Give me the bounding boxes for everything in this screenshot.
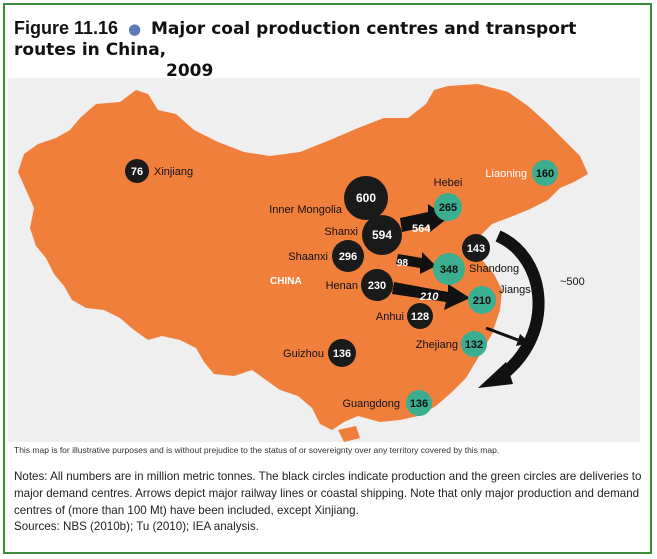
demand-name: Guangdong	[343, 398, 401, 410]
production-shaanxi: 296 Shaanxi	[288, 240, 364, 272]
demand-name: Zhejiang	[416, 339, 458, 351]
production-name: Xinjiang	[154, 166, 193, 178]
production-inner-mongolia: 600 Inner Mongolia	[269, 176, 388, 220]
title-bullet-icon: ●	[127, 20, 142, 38]
figure-sources: Sources: NBS (2010b); Tu (2010); IEA ana…	[14, 520, 259, 533]
coastal-shipping-arrowhead	[478, 362, 513, 388]
demand-name: Shandong	[469, 263, 519, 275]
demand-name: Jiangsu	[499, 284, 537, 296]
china-landmass	[18, 84, 588, 430]
figure-notes: Notes: All numbers are in million metric…	[14, 470, 642, 517]
map-panel: ~500 564 98 210 76 Xinjiang 600 Inner Mo…	[8, 78, 640, 442]
china-map: ~500 564 98 210 76 Xinjiang 600 Inner Mo…	[18, 84, 588, 442]
arrow-zhejiang	[485, 326, 519, 342]
title-text-line1: Major coal production centres and transp…	[14, 19, 577, 60]
demand-value: 132	[465, 339, 483, 351]
country-label: CHINA	[270, 276, 302, 287]
demand-value: 160	[536, 168, 554, 180]
flow-label-210: 210	[419, 291, 439, 303]
production-shandong: 143	[462, 234, 490, 262]
figure-title: Figure 11.16 ● Major coal production cen…	[14, 18, 634, 82]
production-value: 136	[333, 348, 351, 360]
flow-label-564: 564	[412, 223, 431, 235]
production-value: 230	[368, 280, 386, 292]
title-text-line2: 2009	[166, 61, 214, 81]
map-disclaimer: This map is for illustrative purposes an…	[14, 445, 500, 455]
flow-label-shipping: ~500	[560, 276, 585, 288]
production-value: 76	[131, 166, 143, 178]
arrow-henan-jiangsu	[392, 282, 470, 310]
arrow-zhejiang-head	[516, 334, 530, 346]
production-value: 128	[411, 311, 429, 323]
demand-value: 210	[473, 295, 491, 307]
demand-name: Hebei	[434, 177, 463, 189]
production-xinjiang: 76 Xinjiang	[125, 159, 193, 183]
demand-hebei: 265 Hebei	[434, 177, 463, 221]
arrow-shanxi-shandong	[396, 252, 436, 274]
production-name: Inner Mongolia	[269, 204, 343, 216]
production-name: Shanxi	[324, 226, 358, 238]
demand-jiangsu: 210 Jiangsu	[468, 284, 537, 314]
production-henan: 230 Henan	[326, 269, 393, 301]
figure-number: Figure 11.16	[14, 18, 119, 38]
demand-value: 348	[440, 264, 458, 276]
production-anhui: 128 Anhui	[376, 303, 433, 329]
demand-name: Liaoning	[485, 168, 527, 180]
demand-zhejiang: 132 Zhejiang	[416, 331, 487, 357]
demand-value: 265	[439, 202, 457, 214]
production-value: 600	[356, 191, 376, 205]
flow-label-98: 98	[397, 258, 409, 269]
production-value: 143	[467, 243, 485, 255]
coastal-shipping-arrow	[494, 230, 545, 383]
demand-shandong: 348 Shandong	[433, 253, 519, 285]
production-value: 296	[339, 251, 357, 263]
production-shanxi: 594 Shanxi	[324, 215, 402, 255]
production-name: Anhui	[376, 311, 404, 323]
demand-value: 136	[410, 398, 428, 410]
hainan-island	[338, 426, 360, 442]
production-guizhou: 136 Guizhou	[283, 339, 356, 367]
demand-liaoning: 160 Liaoning	[485, 160, 558, 186]
demand-guangdong: 136 Guangdong	[343, 390, 432, 416]
production-name: Guizhou	[283, 348, 324, 360]
production-name: Shaanxi	[288, 251, 328, 263]
production-name: Henan	[326, 280, 358, 292]
production-value: 594	[372, 228, 392, 242]
